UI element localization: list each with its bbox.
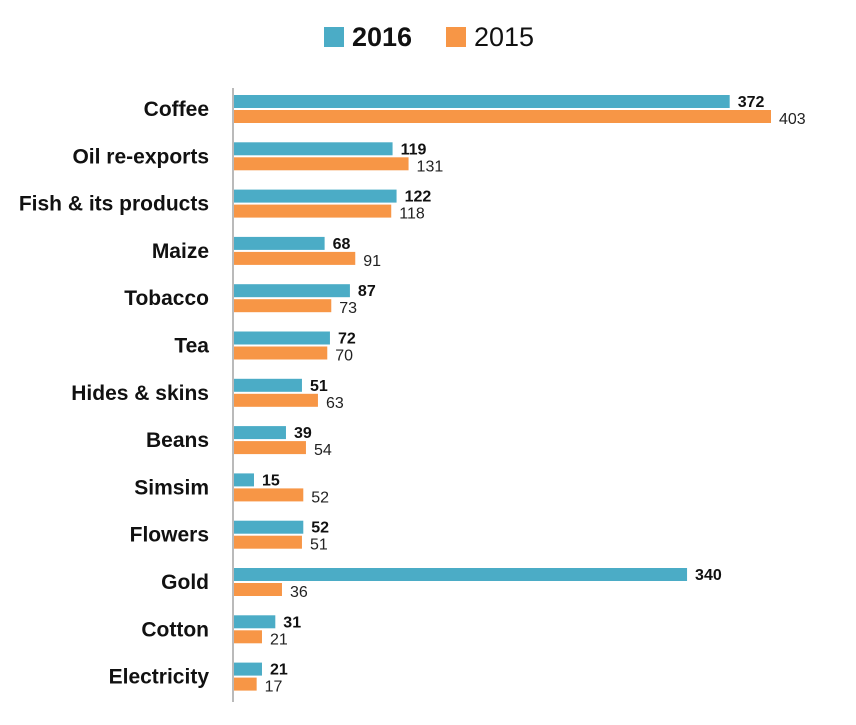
bar-2016-beans — [234, 426, 286, 440]
value-label-2016-oil-re-exports: 119 — [401, 141, 427, 158]
bar-2015-hides-and-skins — [234, 393, 318, 407]
category-label-maize: Maize — [152, 240, 209, 263]
category-label-flowers: Flowers — [130, 524, 209, 547]
category-label-simsim: Simsim — [134, 476, 209, 499]
value-label-2015-simsim: 52 — [311, 489, 329, 506]
value-label-2016-flowers: 52 — [311, 520, 329, 537]
bar-2016-flowers — [234, 520, 304, 534]
category-label-beans: Beans — [146, 429, 209, 452]
bar-2016-coffee — [234, 95, 730, 108]
value-label-2016-cotton: 31 — [283, 614, 301, 631]
value-label-2016-fish-and-its-products: 122 — [405, 189, 432, 206]
legend-swatch-2015 — [446, 27, 466, 47]
bar-2015-simsim — [234, 488, 304, 502]
category-label-fish-and-its-products: Fish & its products — [19, 193, 209, 216]
category-label-oil-re-exports: Oil re-exports — [72, 145, 209, 168]
legend-label-2016: 2016 — [352, 22, 412, 52]
bar-2015-beans — [234, 441, 306, 455]
bar-2015-gold — [234, 583, 282, 596]
bar-2016-cotton — [234, 615, 276, 629]
value-label-2015-cotton: 21 — [270, 631, 288, 648]
category-label-tobacco: Tobacco — [124, 287, 209, 310]
bar-2015-fish-and-its-products — [234, 204, 392, 218]
bar-2016-oil-re-exports — [234, 142, 393, 156]
bar-2016-maize — [234, 236, 325, 250]
bar-2015-maize — [234, 251, 356, 265]
value-label-2015-flowers: 51 — [310, 537, 328, 554]
category-label-hides-and-skins: Hides & skins — [71, 382, 209, 405]
category-label-cotton: Cotton — [141, 618, 209, 641]
value-label-2015-gold: 36 — [290, 584, 308, 601]
chart-legend: 2016 2015 — [324, 22, 534, 52]
value-label-2016-beans: 39 — [294, 425, 312, 442]
value-label-2016-tea: 72 — [338, 331, 356, 348]
value-label-2016-gold: 340 — [695, 567, 722, 584]
value-label-2015-electricity: 17 — [265, 679, 283, 696]
value-label-2016-coffee: 372 — [738, 94, 765, 111]
value-label-2015-coffee: 403 — [779, 111, 806, 128]
value-label-2016-tobacco: 87 — [358, 283, 376, 300]
value-label-2015-tea: 70 — [335, 348, 353, 365]
value-label-2015-hides-and-skins: 63 — [326, 395, 344, 412]
bar-2015-oil-re-exports — [234, 157, 409, 171]
category-label-gold: Gold — [161, 571, 209, 594]
value-label-2016-simsim: 15 — [262, 472, 280, 489]
bar-2016-gold — [234, 568, 688, 581]
bar-2016-tobacco — [234, 284, 350, 298]
value-label-2016-hides-and-skins: 51 — [310, 378, 328, 395]
category-label-electricity: Electricity — [109, 666, 210, 689]
bar-2016-tea — [234, 331, 330, 345]
value-label-2015-beans: 54 — [314, 442, 332, 459]
bar-2015-coffee — [234, 110, 771, 123]
bar-2016-electricity — [234, 662, 262, 676]
value-label-2015-oil-re-exports: 131 — [417, 158, 444, 175]
category-label-tea: Tea — [174, 335, 209, 358]
bar-2016-hides-and-skins — [234, 378, 302, 392]
bar-2016-simsim — [234, 473, 254, 487]
bar-2015-tobacco — [234, 299, 332, 313]
bar-2015-tea — [234, 346, 328, 360]
legend-label-2015: 2015 — [474, 22, 534, 52]
value-label-2015-fish-and-its-products: 118 — [399, 206, 425, 223]
value-label-2016-maize: 68 — [333, 236, 351, 253]
bar-2015-flowers — [234, 535, 302, 549]
value-label-2016-electricity: 21 — [270, 662, 288, 679]
bar-2016-fish-and-its-products — [234, 189, 397, 203]
value-label-2015-tobacco: 73 — [339, 300, 357, 317]
category-label-coffee: Coffee — [144, 98, 209, 121]
bar-2015-electricity — [234, 677, 257, 691]
value-label-2015-maize: 91 — [363, 253, 381, 270]
bar-2015-cotton — [234, 630, 262, 644]
legend-swatch-2016 — [324, 27, 344, 47]
